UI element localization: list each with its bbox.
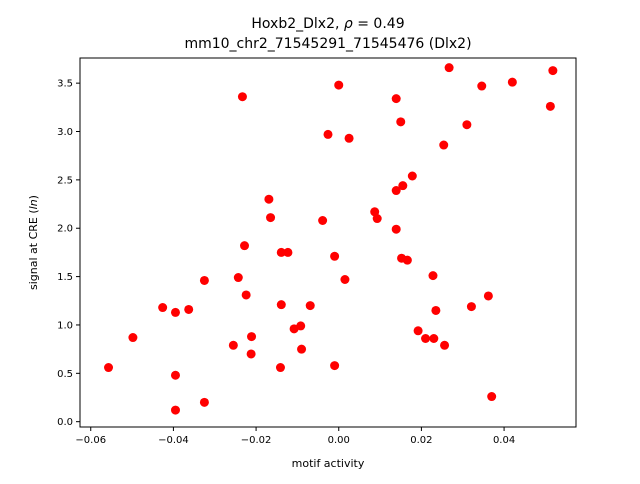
data-point [462, 120, 472, 130]
x-tick-label: 0.02 [410, 435, 432, 446]
data-point [241, 290, 251, 300]
data-point [483, 291, 493, 301]
data-point [296, 321, 306, 331]
data-points [104, 63, 558, 415]
data-point [334, 80, 344, 90]
plot-area-frame [79, 57, 577, 428]
x-axis-ticks: −0.06 −0.04 −0.02 0.00 0.02 0.04 [75, 427, 515, 446]
data-point [507, 77, 517, 87]
data-point [477, 81, 487, 91]
y-axis-label: signal at CRE (ln) [27, 195, 40, 290]
x-tick-label: 0.04 [493, 435, 515, 446]
data-point [128, 333, 138, 343]
y-tick-label: 2.0 [57, 224, 73, 235]
y-tick-label: 0.5 [57, 369, 73, 380]
data-point [246, 349, 256, 359]
y-tick-label: 1.0 [57, 320, 73, 331]
data-point [158, 303, 168, 313]
x-tick-label: −0.02 [241, 435, 272, 446]
data-point [370, 207, 380, 217]
data-point [429, 333, 439, 343]
data-point [396, 117, 406, 127]
y-tick-label: 1.5 [57, 272, 73, 283]
data-point [266, 213, 276, 223]
data-point [275, 363, 285, 373]
data-point [439, 140, 449, 150]
data-point [199, 397, 209, 407]
data-point [170, 370, 180, 380]
data-point [283, 247, 293, 257]
data-point [228, 340, 238, 350]
data-point [184, 304, 194, 314]
data-point [372, 214, 382, 224]
data-point [240, 241, 250, 251]
data-point [391, 186, 401, 196]
y-tick-label: 0.0 [57, 417, 73, 428]
y-tick-label: 2.5 [57, 175, 73, 186]
y-axis-ticks: 0.0 0.5 1.0 1.5 2.0 2.5 3.0 3.5 [57, 79, 80, 428]
data-point [440, 340, 450, 350]
data-point [323, 129, 333, 139]
x-tick-label: −0.06 [75, 435, 106, 446]
data-point [545, 101, 555, 111]
data-point [237, 92, 247, 102]
data-point [297, 344, 307, 354]
data-point [233, 273, 243, 283]
data-point [413, 326, 423, 336]
data-point [318, 215, 328, 225]
data-point [199, 275, 209, 285]
data-point [407, 171, 417, 181]
data-point [391, 224, 401, 234]
data-point [431, 305, 441, 315]
x-tick-label: −0.04 [158, 435, 189, 446]
data-point [444, 63, 454, 73]
data-point [398, 181, 408, 191]
data-point [305, 301, 315, 311]
data-point [276, 247, 286, 257]
data-point [247, 332, 257, 342]
y-tick-label: 3.5 [57, 79, 73, 90]
data-point [391, 94, 401, 104]
x-tick-label: 0.00 [328, 435, 350, 446]
chart-title-line1: Hoxb2_Dlx2, ρ = 0.49 [251, 16, 404, 32]
data-point [428, 271, 438, 281]
data-point [170, 307, 180, 317]
data-point [344, 133, 354, 143]
data-point [104, 363, 114, 373]
data-point [466, 302, 476, 312]
data-point [421, 333, 431, 343]
data-point [402, 255, 412, 265]
data-point [330, 251, 340, 261]
x-axis-label: motif activity [292, 457, 365, 470]
data-point [548, 66, 558, 76]
data-point [340, 274, 350, 284]
data-point [264, 194, 274, 204]
y-tick-label: 3.0 [57, 127, 73, 138]
data-point [276, 300, 286, 310]
data-point [487, 392, 497, 402]
chart-title-line2: mm10_chr2_71545291_71545476 (Dlx2) [184, 36, 471, 52]
data-point [170, 405, 180, 415]
data-point [330, 361, 340, 371]
